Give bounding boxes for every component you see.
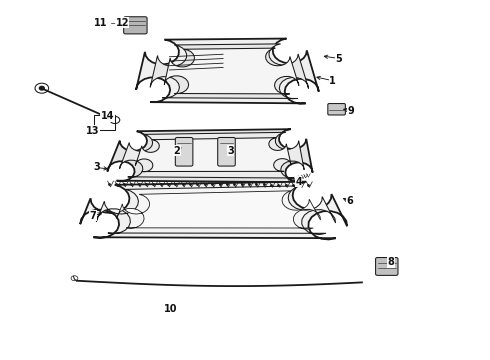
Polygon shape bbox=[120, 132, 304, 178]
Polygon shape bbox=[164, 48, 299, 94]
FancyBboxPatch shape bbox=[218, 138, 235, 166]
Text: 6: 6 bbox=[346, 197, 353, 206]
FancyBboxPatch shape bbox=[175, 138, 193, 166]
Circle shape bbox=[39, 86, 44, 90]
Text: 13: 13 bbox=[86, 126, 100, 136]
FancyBboxPatch shape bbox=[94, 114, 116, 130]
FancyBboxPatch shape bbox=[375, 257, 398, 275]
Text: 8: 8 bbox=[388, 257, 394, 267]
Text: 1: 1 bbox=[329, 76, 336, 86]
FancyBboxPatch shape bbox=[328, 104, 345, 115]
Polygon shape bbox=[135, 138, 291, 172]
Text: 3: 3 bbox=[93, 162, 100, 172]
Text: 12: 12 bbox=[116, 18, 129, 28]
FancyBboxPatch shape bbox=[123, 17, 147, 34]
Text: 14: 14 bbox=[101, 111, 114, 121]
Text: 7: 7 bbox=[90, 211, 97, 221]
Polygon shape bbox=[117, 191, 320, 229]
Text: 11: 11 bbox=[94, 18, 107, 28]
Text: 2: 2 bbox=[173, 146, 180, 156]
Text: 4: 4 bbox=[295, 177, 302, 187]
Text: 10: 10 bbox=[164, 304, 178, 314]
Polygon shape bbox=[136, 39, 319, 104]
Text: 9: 9 bbox=[348, 106, 355, 116]
Polygon shape bbox=[150, 44, 309, 99]
Text: 5: 5 bbox=[336, 54, 343, 64]
Polygon shape bbox=[80, 182, 347, 239]
Text: 3: 3 bbox=[227, 146, 234, 156]
Polygon shape bbox=[107, 129, 313, 182]
Polygon shape bbox=[97, 186, 336, 234]
